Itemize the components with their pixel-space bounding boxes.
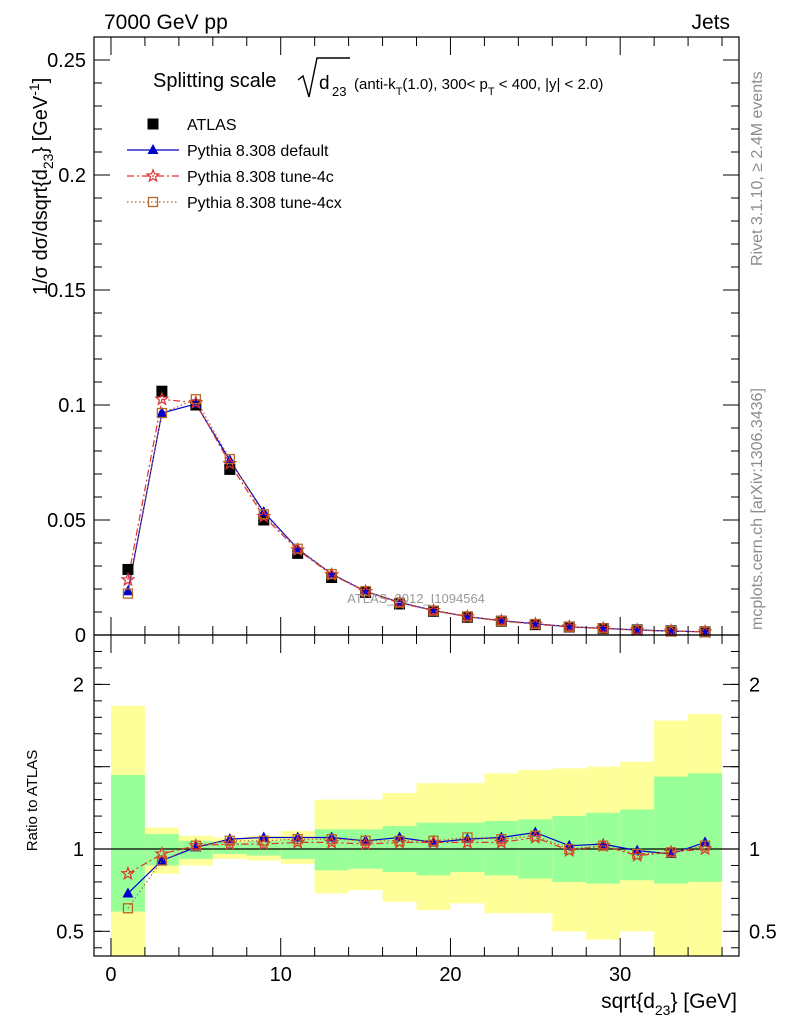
x-axis-label: sqrt{d23} [GeV] (601, 990, 737, 1018)
data-point-tune4cx (292, 543, 303, 554)
data-point-default (122, 585, 134, 596)
ratio-y-tick-label-right: 0.5 (749, 921, 777, 943)
ratio-point-tune4cx (496, 833, 507, 845)
data-point-tune4cx (428, 605, 439, 616)
legend-marker-tune4cx (147, 196, 159, 208)
ratio-point-tune4cx (224, 835, 235, 846)
ratio-point-tune4cx (699, 840, 711, 851)
ratio-y-tick-label: 0.5 (56, 921, 84, 943)
data-point-tune4cx (394, 597, 405, 608)
ratio-point-tune4cx (156, 855, 168, 866)
error-band-inner (484, 821, 519, 876)
x-tick-label: 20 (439, 964, 461, 986)
data-point-tune4cx (699, 626, 711, 637)
x-tick-label: 10 (270, 964, 292, 986)
data-point-tune4cx (156, 407, 168, 419)
data-point-tune4cx (122, 588, 134, 599)
data-point-tune4cx (496, 615, 507, 627)
title-cuts: (anti-kT(1.0), 300< pT < 400, |y| < 2.0) (354, 76, 603, 98)
ratio-point-tune4cx (360, 835, 371, 846)
legend-marker-default (147, 144, 159, 154)
data-point-tune4c (120, 571, 136, 587)
y-tick-label: 0.15 (47, 280, 86, 302)
legend-label-tune4c: Pythia 8.308 tune-4c (187, 169, 334, 186)
ratio-point-tune4cx (598, 840, 609, 851)
watermark: ATLAS_2012_I1094564 (347, 591, 485, 606)
main-plot-panel: 0 0.05 0.1 0.15 0.2 0.25 1/σ dσ/dsqrt{d23} [Ge… (26, 36, 740, 647)
ratio-point-tune4cx (326, 833, 337, 845)
error-band-inner (450, 822, 485, 873)
legend-marker-atlas (147, 118, 159, 130)
ratio-point-tune4cx (462, 832, 473, 843)
ratio-line-tune4cx (127, 835, 706, 909)
y-tick-label: 0.1 (58, 395, 86, 417)
ratio-y-tick-label-right: 2 (749, 674, 760, 696)
ratio-y-tick-label-right: 1 (749, 839, 760, 861)
y-tick-label: 0.05 (47, 510, 86, 532)
rivet-label: Rivet 3.1.10, ≥ 2.4M events (749, 71, 766, 266)
title-variable: d (319, 73, 330, 94)
y-tick-label: 0.2 (58, 165, 86, 187)
legend-label-default: Pythia 8.308 default (187, 143, 329, 160)
plot-title: Splitting scale d 23 (anti-kT(1.0), 300<… (153, 57, 603, 99)
data-point-tune4cx (530, 618, 541, 630)
ratio-point-tune4cx (190, 840, 201, 851)
ratio-point-tune4cx (292, 833, 303, 845)
data-point-atlas (156, 385, 168, 397)
ratio-point-tune4c (120, 865, 136, 881)
ratio-point-tune4cx (122, 903, 134, 914)
ratio-point-tune4cx (258, 835, 269, 846)
ratio-point-tune4cx (428, 835, 439, 846)
category-label: Jets (691, 11, 730, 34)
data-point-tune4cx (326, 568, 337, 580)
energy-label: 7000 GeV pp (104, 11, 228, 34)
error-band-inner (246, 840, 281, 856)
x-tick-label: 0 (105, 964, 116, 986)
series-line-tune4c (127, 398, 706, 633)
ratio-point-tune4cx (564, 843, 575, 855)
ratio-y-tick-label: 1 (73, 839, 84, 861)
ratio-point-tune4cx (665, 847, 677, 858)
y-axis-label: 1/σ dσ/dsqrt{d23} [GeV-1] (26, 78, 56, 295)
y-tick-label: 0.25 (47, 50, 86, 72)
data-point-atlas (122, 563, 134, 575)
ratio-line-default (127, 831, 706, 894)
y-tick-label: 0 (75, 625, 86, 647)
data-point-atlas (258, 514, 270, 526)
ratio-point-tune4cx (632, 848, 643, 860)
sqrt-symbol (297, 57, 350, 98)
data-point-tune4c (154, 391, 170, 406)
ratio-point-tune4cx (394, 835, 405, 846)
data-point-default (156, 407, 168, 418)
title-variable-subscript: 23 (332, 84, 346, 99)
data-point-tune4cx (564, 621, 575, 632)
legend-label-atlas: ATLAS (187, 117, 237, 134)
ratio-y-tick-label: 2 (73, 674, 84, 696)
mcplots-label: mcplots.cern.ch [arXiv:1306.3436] (749, 388, 766, 630)
x-tick-label: 30 (609, 964, 631, 986)
ratio-point-default (156, 854, 168, 865)
data-point-tune4cx (258, 509, 269, 520)
data-point-tune4cx (462, 611, 473, 622)
ratio-point-default (122, 887, 134, 898)
data-point-tune4cx (224, 453, 235, 465)
legend-label-tune4cx: Pythia 8.308 tune-4cx (187, 195, 342, 212)
legend: ATLAS Pythia 8.308 default Pythia 8.308 tu… (127, 117, 342, 212)
data-point-tune4cx (360, 585, 371, 597)
error-band-inner (688, 773, 723, 882)
error-band-inner (654, 776, 689, 884)
title-prefix: Splitting scale (153, 70, 276, 92)
error-band-inner (212, 842, 247, 854)
data-point-tune4cx (190, 394, 201, 405)
data-point-atlas (224, 463, 236, 475)
data-point-tune4cx (598, 623, 609, 634)
ratio-y-axis-label: Ratio to ATLAS (24, 750, 41, 851)
ratio-point-tune4cx (530, 830, 541, 841)
legend-marker-tune4c (145, 168, 161, 183)
